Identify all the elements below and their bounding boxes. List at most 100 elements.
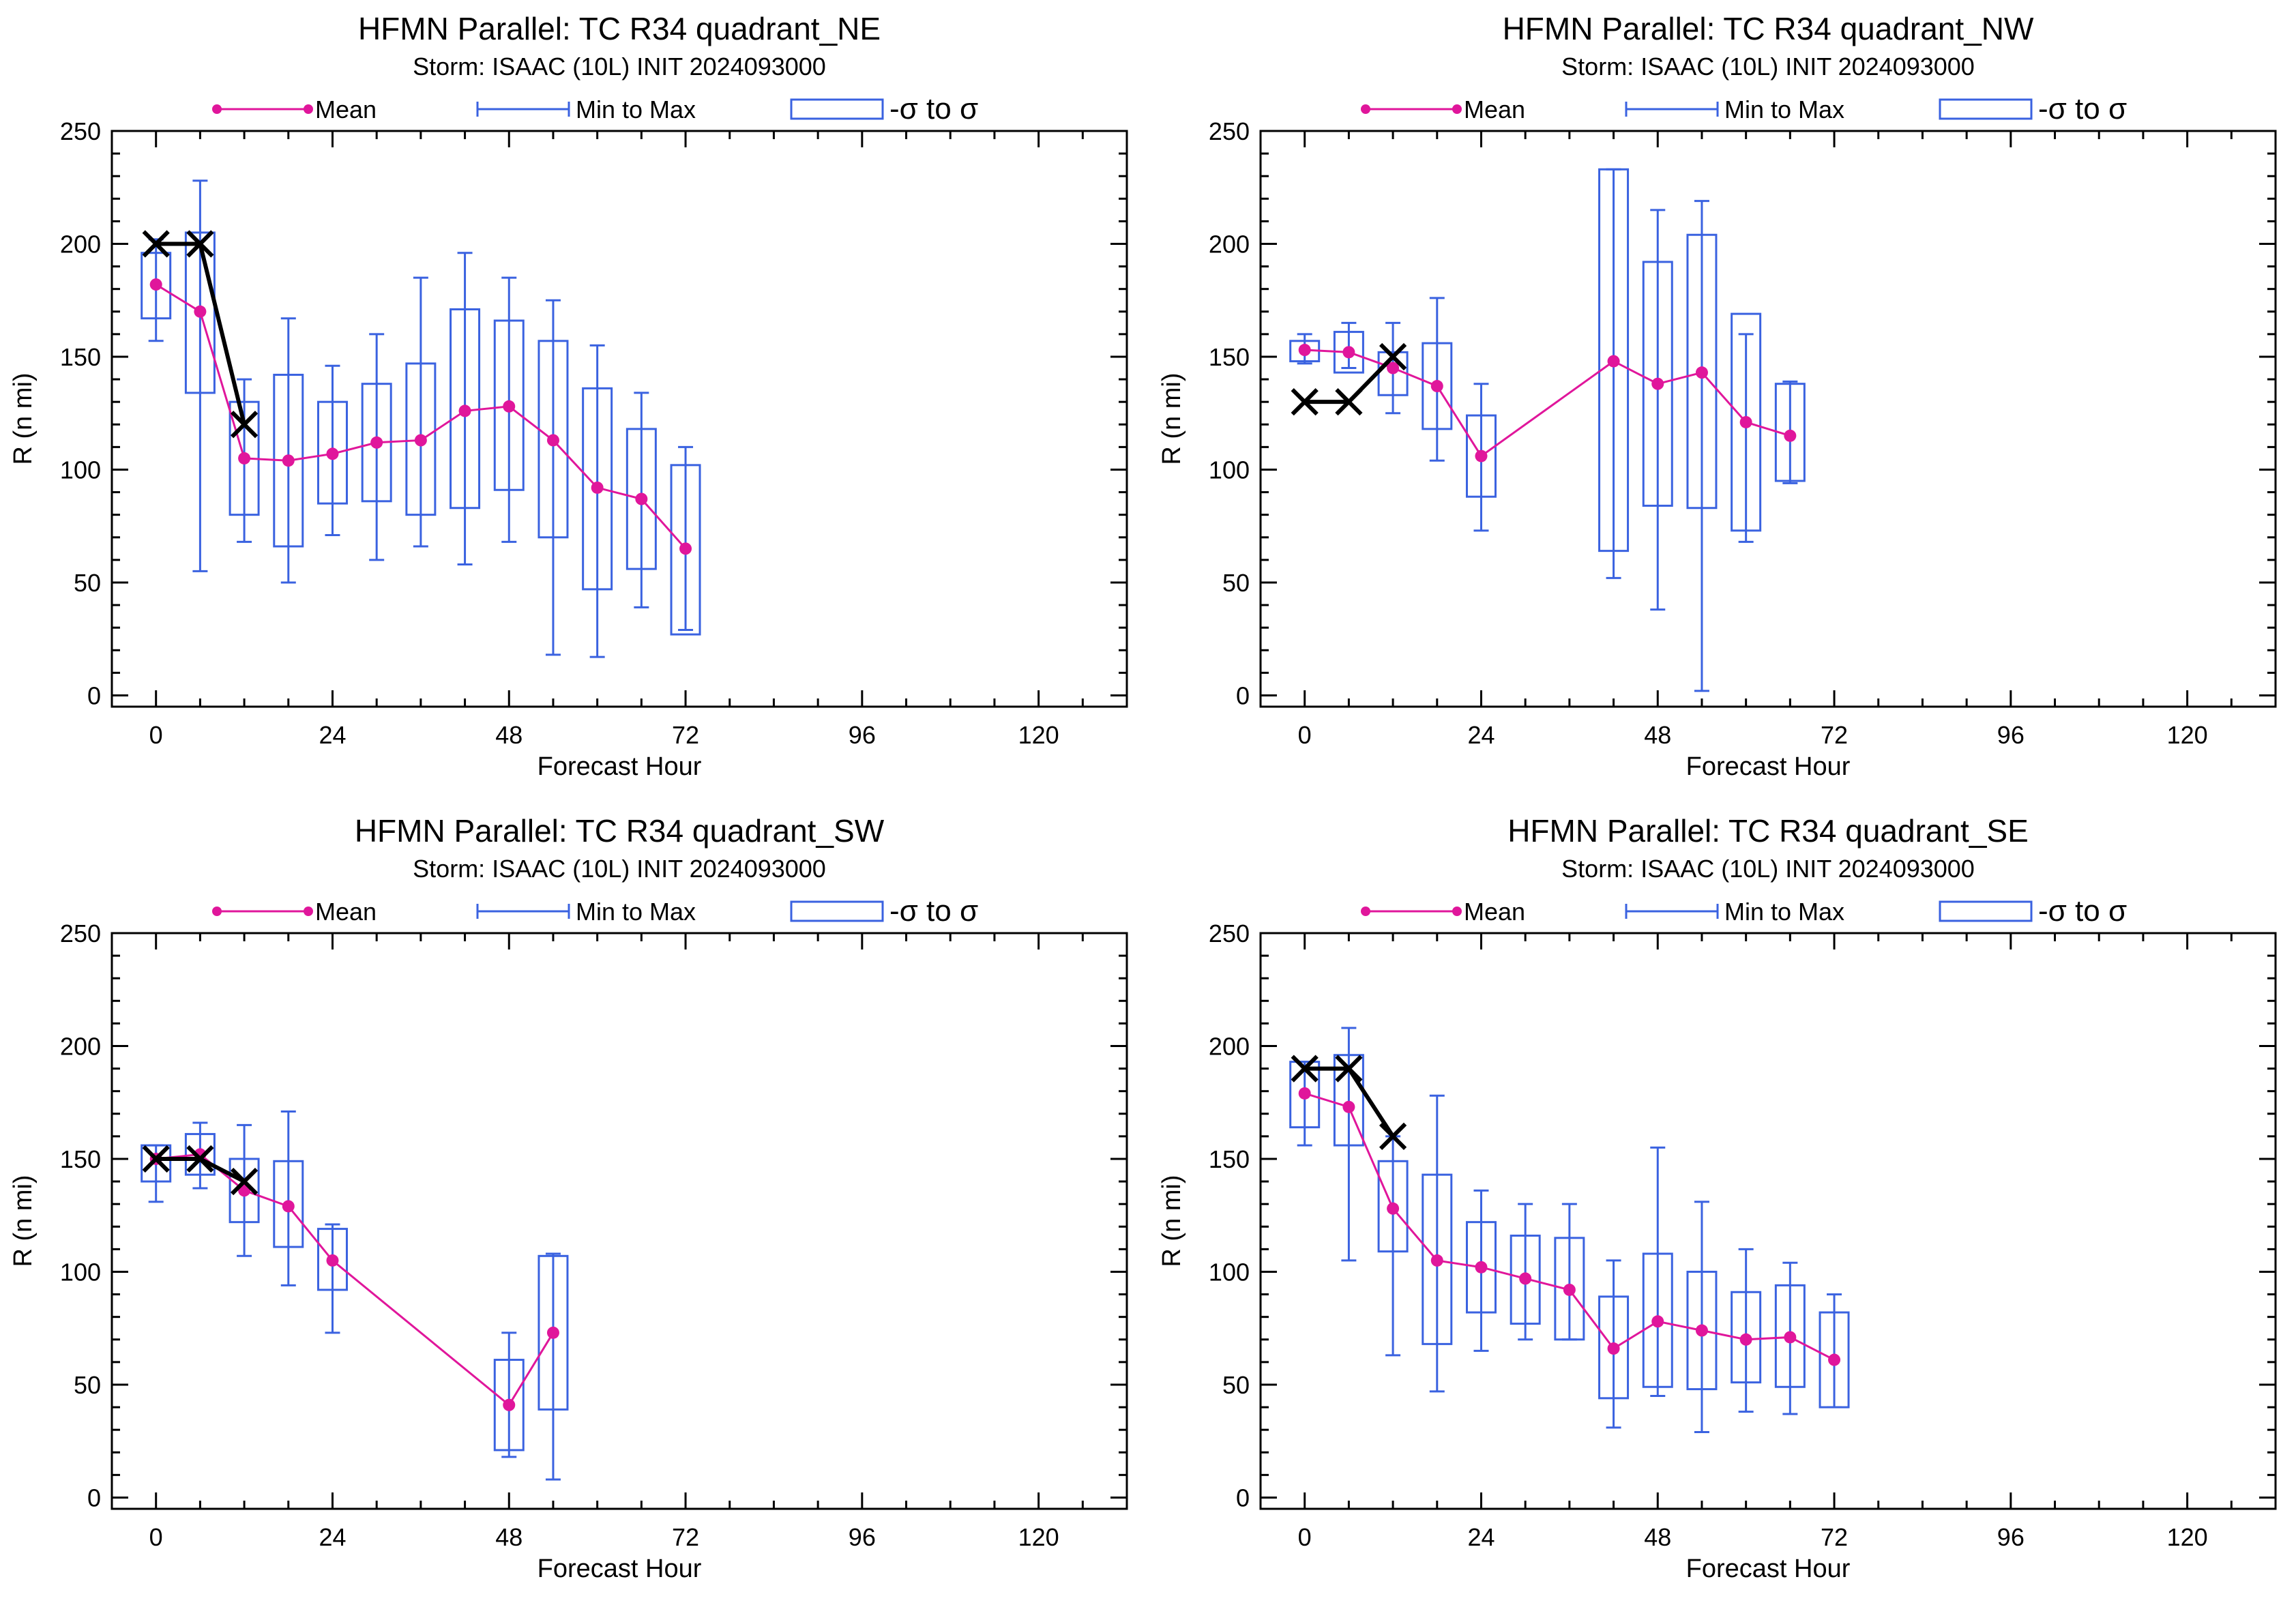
mean-point: [635, 492, 648, 505]
sigma-box: [1377, 1160, 1409, 1253]
sigma-box: [141, 252, 172, 320]
observed-x-marker: [1291, 1055, 1319, 1083]
mean-point: [1475, 450, 1488, 462]
x-tick-label: 120: [1018, 721, 1059, 749]
x-tick-label: 120: [2167, 1523, 2208, 1551]
sigma-box: [317, 400, 348, 505]
x-tick-label: 0: [1298, 1523, 1312, 1551]
sigma-box: [273, 1160, 304, 1248]
mean-point: [370, 436, 383, 449]
observed-x-marker: [230, 1167, 259, 1196]
sigma-box: [1510, 1235, 1541, 1325]
mean-point: [1784, 1331, 1797, 1344]
y-tick-label: 0: [1236, 1484, 1250, 1512]
y-axis-label: R (n mi): [9, 1175, 38, 1267]
chart-panel-3: HFMN Parallel: TC R34 quadrant_SE Storm: …: [1158, 813, 2277, 1583]
sigma-box: [1686, 1270, 1718, 1391]
sigma-box: [1642, 261, 1673, 507]
mean-point: [1387, 362, 1400, 374]
x-tick-label: 72: [672, 721, 699, 749]
mean-point: [1739, 415, 1752, 428]
chart-panel-0: HFMN Parallel: TC R34 quadrant_NE Storm: …: [9, 11, 1128, 781]
x-axis-label: Forecast Hour: [1686, 1555, 1851, 1583]
sigma-box: [317, 1228, 348, 1291]
legend-mean-marker: [1452, 104, 1462, 114]
observed-x-marker: [186, 1145, 214, 1173]
mean-point: [679, 542, 692, 555]
sigma-box: [184, 231, 216, 394]
x-tick-label: 24: [319, 721, 346, 749]
mean-point: [149, 278, 162, 291]
y-tick-label: 250: [1209, 117, 1250, 145]
mean-point: [1298, 1087, 1311, 1100]
y-tick-label: 50: [74, 1371, 101, 1399]
x-tick-label: 24: [1467, 1523, 1495, 1551]
x-tick-label: 24: [319, 1523, 346, 1551]
sigma-box: [1598, 168, 1630, 553]
mean-point: [1784, 429, 1797, 442]
mean-point: [194, 305, 207, 318]
y-axis-label: R (n mi): [1158, 372, 1186, 465]
observed-x-marker: [1335, 1055, 1363, 1083]
mean-point: [1298, 344, 1311, 357]
sigma-box: [1422, 342, 1453, 430]
observed-x-marker: [1379, 1122, 1407, 1151]
x-tick-label: 0: [149, 1523, 163, 1551]
sigma-box: [229, 1158, 260, 1224]
legend-sigma-box: [1939, 900, 2033, 922]
x-tick-label: 48: [1644, 1523, 1671, 1551]
mean-point: [503, 1398, 516, 1411]
mean-point: [1607, 355, 1620, 368]
y-tick-label: 200: [1209, 230, 1250, 258]
chart-subtitle: Storm: ISAAC (10L) INIT 2024093000: [413, 855, 826, 883]
sigma-box: [1465, 1221, 1497, 1314]
y-tick-label: 150: [1209, 343, 1250, 371]
sigma-box: [1598, 1295, 1630, 1400]
y-tick-label: 200: [60, 1032, 101, 1060]
mean-line: [1304, 349, 1791, 458]
x-tick-label: 120: [2167, 721, 2208, 749]
y-tick-label: 50: [1222, 1371, 1250, 1399]
observed-x-marker: [230, 411, 259, 439]
sigma-box: [1731, 312, 1762, 532]
mean-point: [1430, 1254, 1443, 1267]
sigma-box: [670, 464, 701, 636]
mean-point: [1651, 377, 1664, 390]
legend-sigma-box: [790, 98, 884, 120]
chart-subtitle: Storm: ISAAC (10L) INIT 2024093000: [413, 53, 826, 80]
x-tick-label: 48: [495, 721, 523, 749]
sigma-box: [1422, 1173, 1453, 1345]
y-tick-label: 0: [87, 681, 101, 709]
legend-mean-label: Mean: [1464, 95, 1525, 123]
y-tick-label: 250: [60, 919, 101, 947]
sigma-box: [184, 1133, 216, 1176]
legend-mean-marker: [1452, 907, 1462, 916]
plot-frame: [111, 130, 1128, 708]
mean-point: [1519, 1272, 1532, 1285]
mean-point: [1739, 1333, 1752, 1346]
mean-point: [1387, 1202, 1400, 1215]
plot-frame: [1259, 130, 2277, 708]
sigma-box: [405, 362, 437, 516]
mean-point: [326, 1254, 339, 1267]
x-tick-label: 0: [149, 721, 163, 749]
sigma-box: [1333, 1054, 1364, 1147]
legend-minmax-label: Min to Max: [1724, 95, 1844, 123]
legend-sigma-label: -σ to σ: [2038, 894, 2127, 928]
y-tick-label: 100: [60, 456, 101, 484]
legend-mean-marker: [212, 907, 222, 916]
plot-frame: [111, 932, 1128, 1510]
mean-point: [1607, 1342, 1620, 1355]
legend-sigma-box: [790, 900, 884, 922]
legend-sigma-label: -σ to σ: [889, 92, 978, 126]
y-axis-label: R (n mi): [1158, 1175, 1186, 1267]
mean-point: [282, 454, 295, 467]
sigma-box: [1686, 233, 1718, 510]
sigma-box: [625, 428, 657, 570]
x-axis-label: Forecast Hour: [538, 752, 702, 781]
sigma-box: [493, 319, 525, 491]
y-tick-label: 100: [1209, 1258, 1250, 1286]
y-tick-label: 50: [1222, 569, 1250, 597]
sigma-box: [1554, 1237, 1585, 1341]
